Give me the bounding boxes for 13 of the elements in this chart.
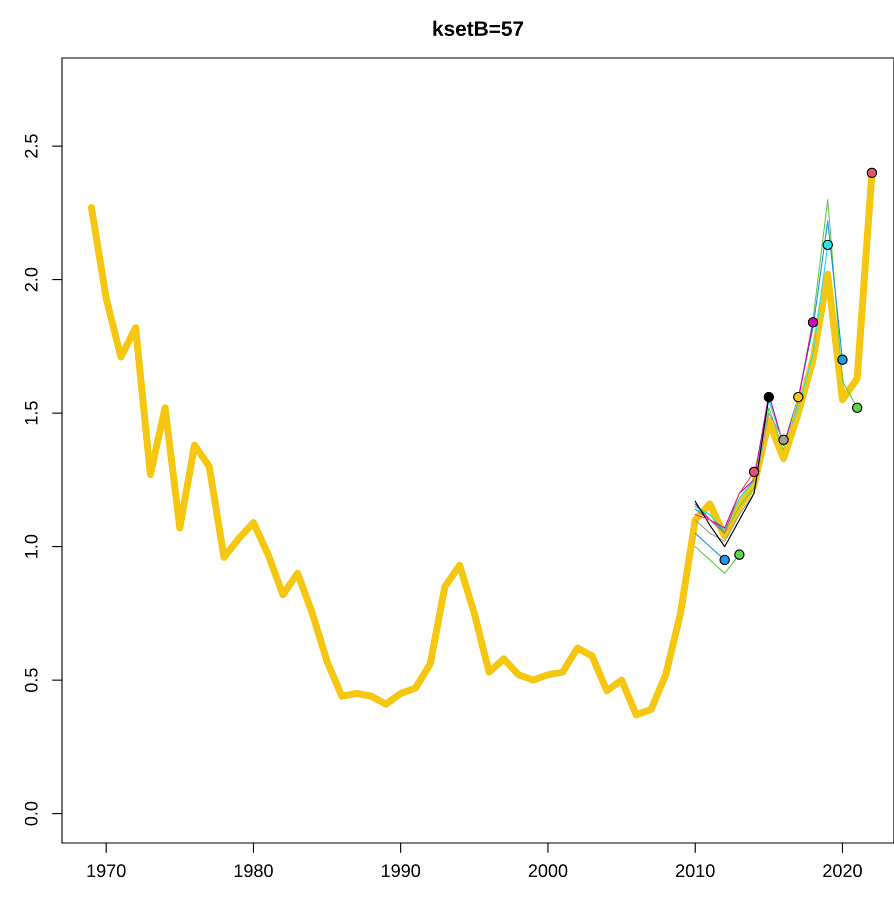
- y-tick-label: 0.0: [24, 802, 38, 826]
- x-tick-label: 1970: [87, 864, 126, 878]
- x-tick-label: 1990: [382, 864, 420, 878]
- x-tick-label: 1980: [234, 864, 273, 878]
- y-tick-label: 0.5: [24, 668, 38, 692]
- chart-title: ksetB=57: [433, 20, 524, 36]
- x-tick-label: 2010: [676, 864, 715, 878]
- x-tick-label: 2000: [528, 864, 568, 878]
- y-tick-label: 1.5: [25, 401, 38, 424]
- x-tick-label: 2020: [823, 864, 862, 878]
- y-tick-label: 1.0: [24, 534, 38, 558]
- y-tick-label: 2.5: [24, 134, 38, 158]
- y-tick-label: 2.0: [24, 268, 38, 292]
